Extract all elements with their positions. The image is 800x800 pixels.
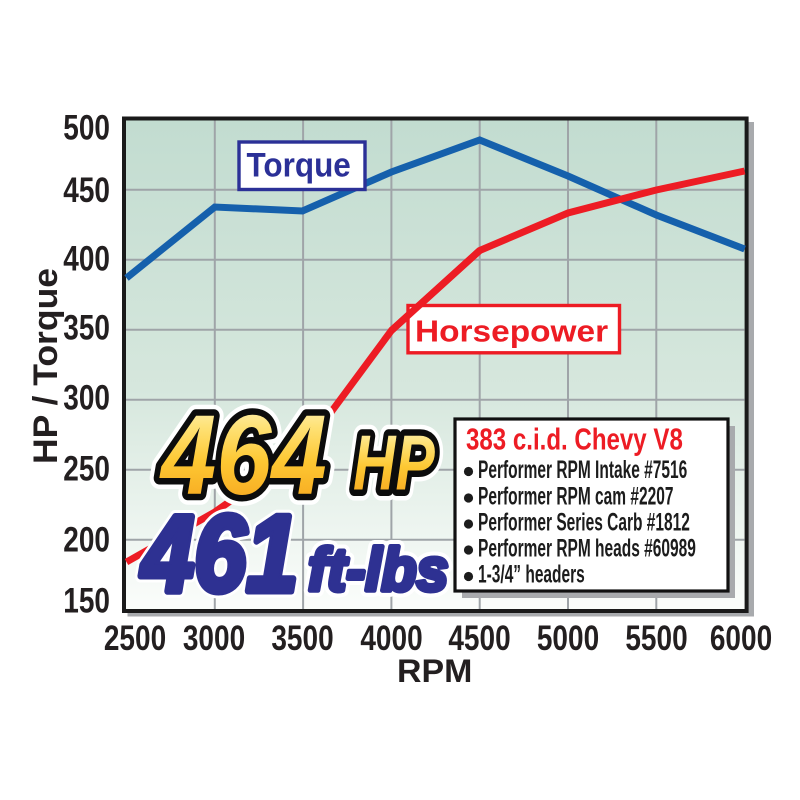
svg-text:250: 250 <box>63 449 110 489</box>
svg-text:6000: 6000 <box>710 618 772 658</box>
svg-text:4000: 4000 <box>360 618 422 658</box>
svg-text:HP: HP <box>353 418 436 506</box>
svg-text:464: 464 <box>159 391 327 519</box>
svg-text:HP: HP <box>353 418 436 506</box>
svg-text:200: 200 <box>63 520 110 560</box>
svg-text:383 c.i.d. Chevy V8: 383 c.i.d. Chevy V8 <box>466 422 683 456</box>
svg-text:Performer RPM cam #2207: Performer RPM cam #2207 <box>478 483 673 511</box>
svg-text:ft-lbs: ft-lbs <box>308 536 448 604</box>
svg-text:HP / Torque: HP / Torque <box>28 268 65 464</box>
svg-text:Performer RPM Intake #7516: Performer RPM Intake #7516 <box>478 456 687 484</box>
svg-text:Performer Series Carb #1812: Performer Series Carb #1812 <box>478 509 690 537</box>
svg-text:Horsepower: Horsepower <box>415 314 608 348</box>
svg-text:450: 450 <box>63 170 110 210</box>
svg-text:4500: 4500 <box>448 618 510 658</box>
svg-text:3500: 3500 <box>271 618 333 658</box>
svg-text:Performer RPM heads #60989: Performer RPM heads #60989 <box>478 535 696 563</box>
svg-text:300: 300 <box>63 378 110 418</box>
svg-text:150: 150 <box>63 581 110 621</box>
svg-text:400: 400 <box>63 239 110 279</box>
svg-text:ft-lbs: ft-lbs <box>308 536 448 604</box>
svg-text:2500: 2500 <box>104 618 166 658</box>
svg-text:464: 464 <box>159 391 327 519</box>
svg-text:350: 350 <box>63 308 110 348</box>
svg-text:Torque: Torque <box>247 145 351 184</box>
svg-text:5500: 5500 <box>625 618 687 658</box>
svg-text:461: 461 <box>140 492 298 614</box>
svg-text:1-3/4” headers: 1-3/4” headers <box>478 561 585 589</box>
svg-text:500: 500 <box>63 108 110 148</box>
svg-text:3000: 3000 <box>183 618 245 658</box>
svg-text:461: 461 <box>140 492 298 614</box>
svg-text:5000: 5000 <box>537 618 599 658</box>
svg-text:RPM: RPM <box>397 653 472 689</box>
